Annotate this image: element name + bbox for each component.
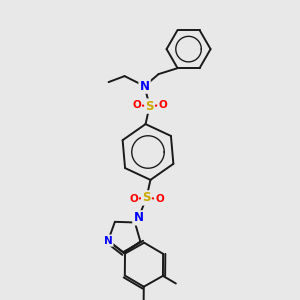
Text: N: N — [134, 212, 143, 224]
Text: O: O — [155, 194, 164, 204]
Text: O: O — [132, 100, 141, 110]
Text: N: N — [140, 80, 150, 93]
Text: S: S — [142, 191, 151, 204]
Text: N: N — [104, 236, 112, 246]
Text: O: O — [129, 194, 138, 204]
Text: O: O — [158, 100, 167, 110]
Text: S: S — [145, 100, 154, 112]
